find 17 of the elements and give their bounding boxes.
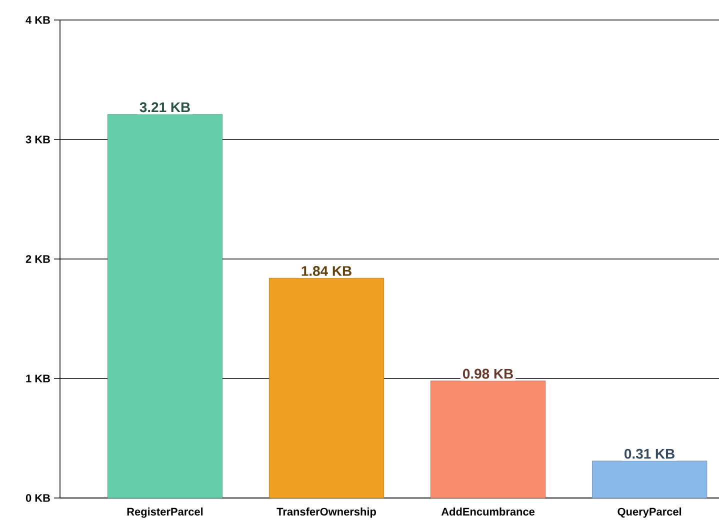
x-tick-label: RegisterParcel bbox=[127, 508, 203, 518]
y-tick-label: 3 KB bbox=[26, 136, 50, 144]
x-tick-label: QueryParcel bbox=[618, 508, 682, 518]
data-label: 0.31 KB bbox=[624, 448, 674, 459]
data-label: 1.84 KB bbox=[302, 266, 352, 276]
bar bbox=[592, 460, 708, 498]
data-label: 0.98 KB bbox=[462, 368, 513, 379]
y-tick-label: 2 KB bbox=[26, 255, 50, 263]
data-label: 3.21 KB bbox=[140, 102, 190, 112]
y-tick-label: 4 KB bbox=[26, 16, 50, 24]
bar bbox=[430, 380, 546, 498]
bar bbox=[268, 278, 384, 498]
bar bbox=[107, 114, 223, 498]
x-tick-label: TransferOwnership bbox=[276, 508, 376, 518]
y-tick-label: 1 KB bbox=[26, 374, 50, 382]
x-tick-label: AddEncumbrance bbox=[441, 508, 535, 516]
y-tick-label: 0 KB bbox=[26, 494, 50, 502]
